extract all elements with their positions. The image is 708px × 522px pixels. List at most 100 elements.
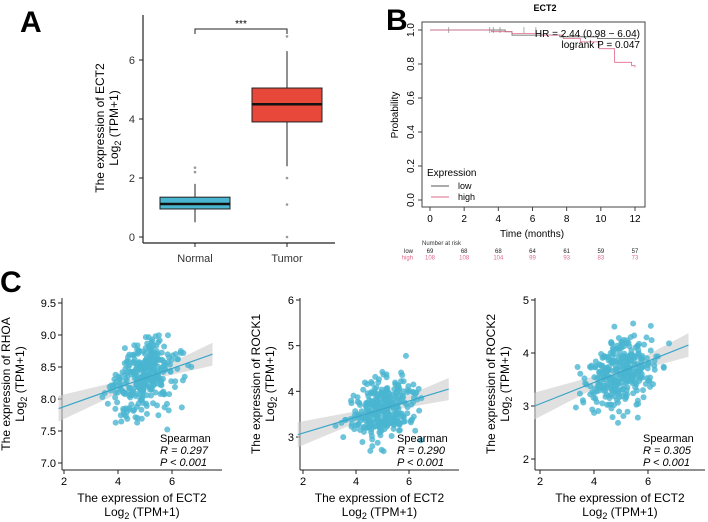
scatter-point <box>399 372 406 379</box>
scatter-point <box>128 368 135 375</box>
y-axis-label: The expression of ECT2 <box>93 63 107 193</box>
y-axis-label-unit: Log2 (TPM+1) <box>107 90 123 165</box>
stat-method: Spearman <box>643 433 694 445</box>
scatter-point <box>416 407 423 414</box>
scatter-point <box>340 434 347 441</box>
y-tick-label: 8.5 <box>41 362 56 374</box>
x-axis-label: Time (months) <box>500 229 564 240</box>
scatter-point <box>645 377 652 384</box>
scatter-point <box>172 378 179 385</box>
panel-label-c: C <box>0 266 22 299</box>
risk-value: 61 <box>563 249 570 255</box>
scatter-point <box>368 379 375 386</box>
scatter-point <box>148 392 155 399</box>
scatter-point <box>374 439 381 446</box>
scatter-point <box>112 405 119 412</box>
scatter-point <box>396 427 403 434</box>
scatter-point <box>651 362 658 369</box>
scatter-point <box>354 394 361 401</box>
scatter-point <box>148 345 155 352</box>
scatter-point <box>660 364 667 371</box>
y-tick-label: 9.0 <box>41 330 56 342</box>
scatter-point <box>138 396 145 403</box>
y-tick-label: 8.0 <box>41 394 56 406</box>
scatter-point <box>156 337 163 344</box>
y-axis-label: The expression of ROCK1 <box>249 314 263 454</box>
scatter-point <box>134 415 141 422</box>
scatter-point <box>594 375 601 382</box>
scatter-point <box>152 389 159 396</box>
scatter-point <box>120 389 127 396</box>
scatter-point <box>400 413 407 420</box>
scatter-point <box>104 400 111 407</box>
scatter-point <box>118 418 125 425</box>
scatter-point <box>632 375 639 382</box>
scatter-point <box>643 334 650 341</box>
scatter-point <box>143 403 150 410</box>
scatter-point <box>635 342 642 349</box>
spearman-p: P < 0.001 <box>397 457 444 469</box>
risk-value: 104 <box>493 256 504 262</box>
y-tick-label: 7.0 <box>41 458 56 470</box>
y-tick-label: 5 <box>523 295 529 307</box>
scatter-point <box>381 416 388 423</box>
risk-value: 108 <box>459 256 470 262</box>
scatter-point <box>643 355 650 362</box>
x-tick-label: 4 <box>115 476 121 488</box>
scatter-point <box>640 394 647 401</box>
scatter-point <box>572 404 579 411</box>
scatter-point <box>647 347 654 354</box>
x-tick-label: 6 <box>530 214 536 225</box>
scatter-point <box>639 356 646 363</box>
outlier-point <box>193 170 197 174</box>
scatter-point <box>373 418 380 425</box>
scatter-point <box>601 353 608 360</box>
panel-label-a: A <box>20 6 42 39</box>
scatter-point <box>128 401 135 408</box>
scatter-point <box>395 418 402 425</box>
risk-value: 59 <box>597 249 604 255</box>
survival-curve-high <box>430 29 636 68</box>
spearman-r: R = 0.305 <box>643 445 692 457</box>
scatter-point <box>130 358 137 365</box>
outlier-point <box>193 166 197 169</box>
y-tick-label: 0.2 <box>406 159 417 173</box>
scatter-point <box>153 342 160 349</box>
x-axis-label: The expression of ECT2 <box>77 491 207 505</box>
risk-value: 69 <box>427 249 434 255</box>
scatter-point <box>647 383 654 390</box>
scatter-point <box>599 400 606 407</box>
y-tick-label: 0.6 <box>406 91 417 105</box>
y-axis-label-unit: Log2 (TPM+1) <box>263 346 279 421</box>
scatter-point <box>635 400 642 407</box>
scatter-point <box>384 385 391 392</box>
x-tick-label: 0 <box>427 214 433 225</box>
scatter-point <box>144 340 151 347</box>
x-tick-label: 12 <box>629 214 641 225</box>
scatter-point <box>640 387 647 394</box>
scatter-point <box>143 410 150 417</box>
risk-value: 99 <box>529 256 536 262</box>
scatter-point <box>364 390 371 397</box>
scatter-point <box>580 399 587 406</box>
scatter-point <box>112 419 119 426</box>
scatter-point <box>369 443 376 450</box>
scatter-point <box>608 405 615 412</box>
scatter-point <box>378 446 385 453</box>
scatter-point <box>161 343 168 350</box>
scatter-point <box>624 408 631 415</box>
scatter-point <box>623 361 630 368</box>
scatter-point <box>399 396 406 403</box>
hazard-ratio-annotation: HR = 2.44 (0.98 − 6.04) <box>535 29 640 40</box>
x-axis-label: The expression of ECT2 <box>555 491 685 505</box>
scatter-point <box>151 366 158 373</box>
scatter-point <box>630 390 637 397</box>
scatter-point <box>647 322 654 329</box>
scatter-point <box>380 422 387 429</box>
outlier-point <box>285 235 289 239</box>
scatter-point <box>155 412 162 419</box>
scatter-point <box>134 350 141 357</box>
scatter-point <box>577 370 584 377</box>
